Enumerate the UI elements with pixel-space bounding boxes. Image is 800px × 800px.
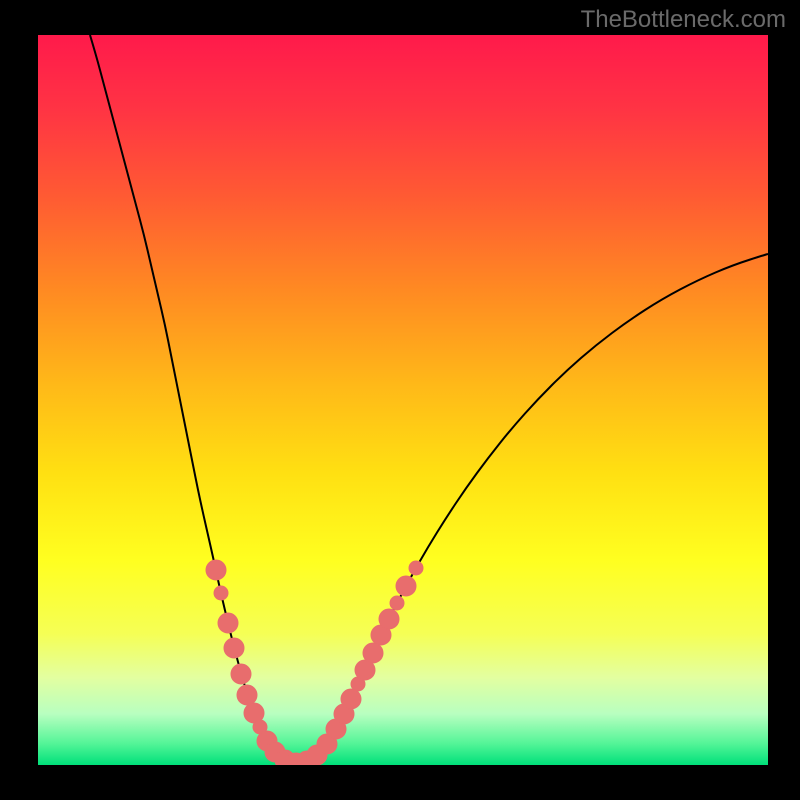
- data-point-marker: [206, 560, 226, 580]
- chart-canvas: TheBottleneck.com: [0, 0, 800, 800]
- data-point-marker: [231, 664, 251, 684]
- data-point-marker: [237, 685, 257, 705]
- data-point-marker: [390, 596, 404, 610]
- data-point-marker: [363, 643, 383, 663]
- data-point-marker: [214, 586, 228, 600]
- data-point-marker: [396, 576, 416, 596]
- data-point-marker: [224, 638, 244, 658]
- plot-svg: [38, 35, 768, 765]
- data-point-marker: [409, 561, 423, 575]
- watermark-text: TheBottleneck.com: [581, 6, 786, 34]
- data-point-marker: [341, 689, 361, 709]
- plot-area: [38, 35, 768, 765]
- data-point-marker: [218, 613, 238, 633]
- data-point-marker: [379, 609, 399, 629]
